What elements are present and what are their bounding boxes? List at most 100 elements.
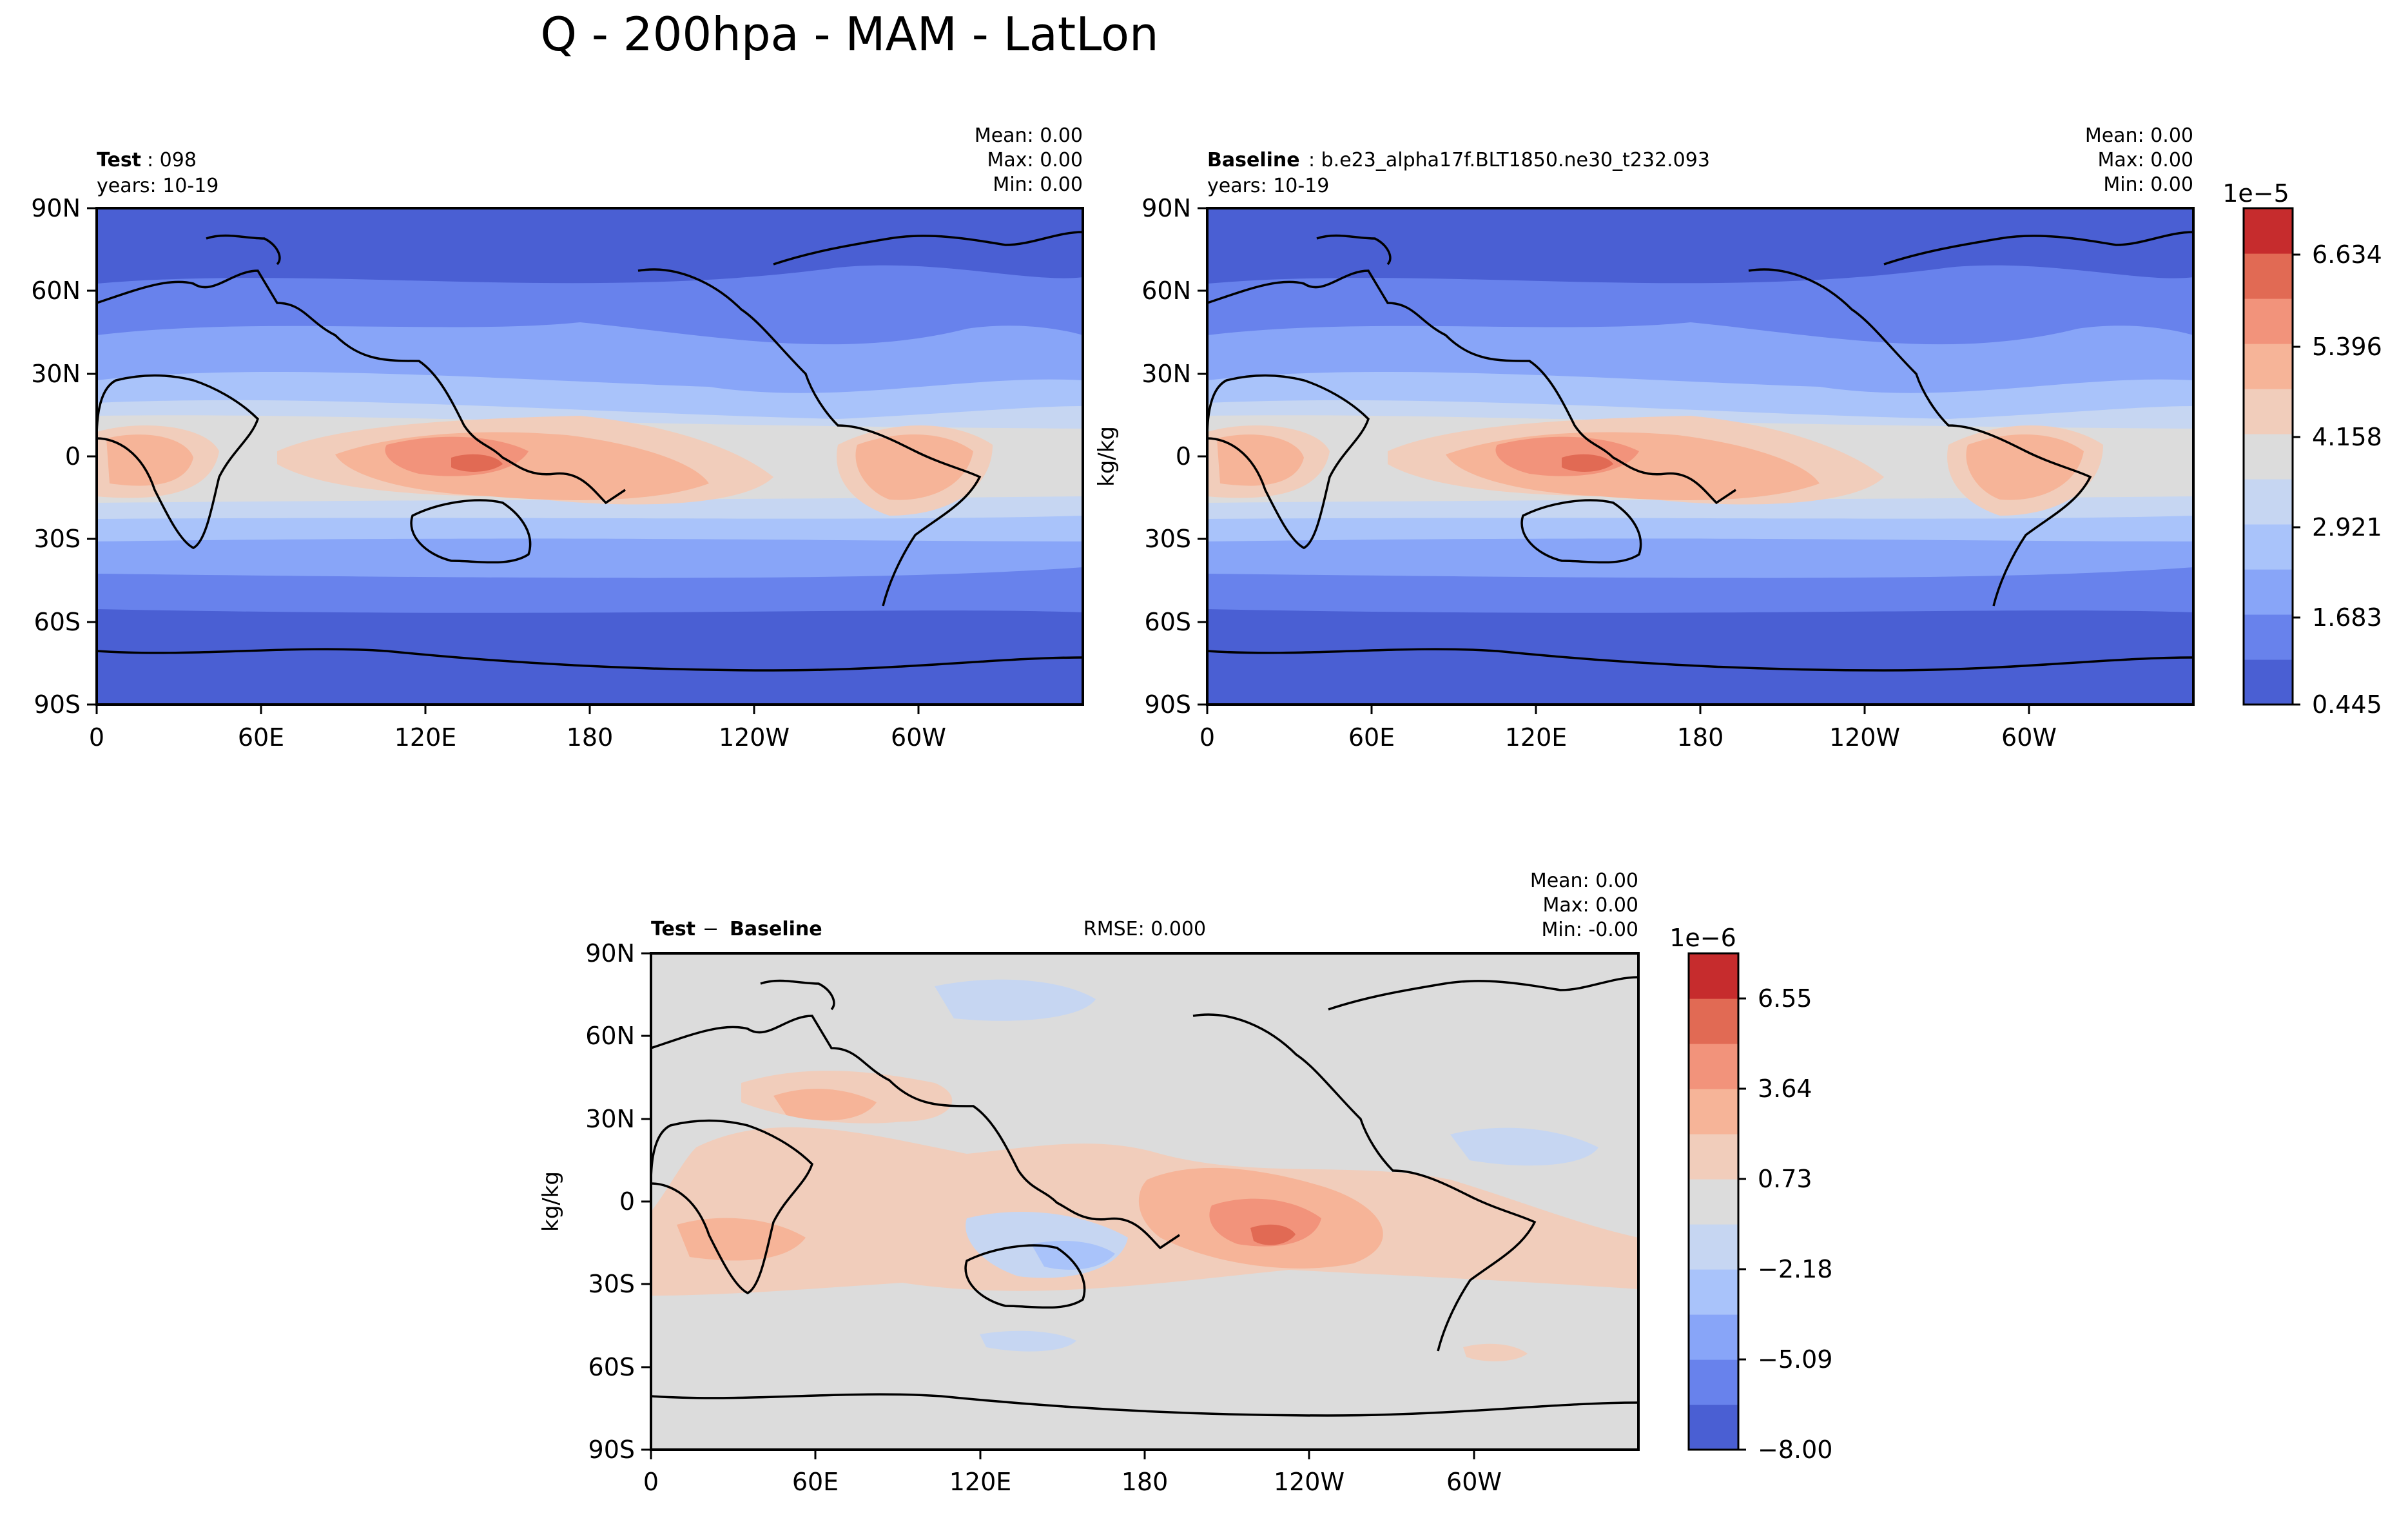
colorbar-absolute: 1e−5 0.445 1.683 2.921 4.158 5.396 6.634 — [2222, 179, 2382, 719]
diff-stat-mean: Mean: 0.00 — [1530, 870, 1638, 892]
test-xtick-0: 0 — [89, 723, 104, 752]
test-title-bold: Test — [97, 149, 141, 171]
colorbar-difference-swatch-0 — [1689, 1405, 1738, 1450]
cbarA-tick-3: 4.158 — [2312, 423, 2382, 451]
cbarC-tick-1: −5.09 — [1758, 1345, 1832, 1374]
diff-ytick-5: 60S — [588, 1353, 635, 1381]
baseline-ytick-2: 30N — [1141, 360, 1191, 388]
test-years: years: 10-19 — [97, 175, 218, 197]
test-ytick-4: 30S — [34, 525, 81, 553]
test-title-rest: : 098 — [147, 149, 197, 171]
colorbar-difference-swatches — [1689, 953, 1738, 1450]
baseline-stat-max: Max: 0.00 — [2098, 149, 2193, 171]
diff-rmse: RMSE: 0.000 — [1083, 918, 1206, 940]
colorbar-absolute-swatches — [2244, 208, 2293, 705]
test-ytick-5: 60S — [34, 608, 81, 636]
panel-difference: Test − Baseline RMSE: 0.000 Mean: 0.00 M… — [538, 870, 1640, 1496]
diff-xtick-0: 0 — [643, 1468, 659, 1496]
test-blob-8 — [451, 454, 503, 472]
baseline-xtick-5: 60W — [2001, 723, 2057, 752]
colorbar-difference-exponent: 1e−6 — [1669, 924, 1736, 952]
cbarA-tick-5: 6.634 — [2312, 240, 2382, 269]
colorbar-absolute-swatch-0 — [2244, 659, 2293, 705]
cbarA-tick-4: 5.396 — [2312, 333, 2382, 361]
baseline-xtick-4: 120W — [1829, 723, 1900, 752]
diff-xtick-1: 60E — [792, 1468, 839, 1496]
colorbar-absolute-frame — [2242, 207, 2294, 706]
colorbar-difference-swatch-5 — [1689, 1179, 1738, 1225]
diff-blob-10 — [935, 979, 1096, 1021]
diff-blob-4 — [773, 1089, 877, 1121]
cbarA-tick-0: 0.445 — [2312, 690, 2382, 719]
baseline-ylabel: kg/kg — [1094, 426, 1120, 487]
baseline-x-tick-labels: 0 60E 120E 180 120W 60W — [1199, 723, 2057, 752]
cbarA-tick-2: 2.921 — [2312, 513, 2382, 541]
colorbar-difference-swatch-3 — [1689, 1269, 1738, 1315]
panel-baseline: Baseline : b.e23_alpha17f.BLT1850.ne30_t… — [1094, 124, 2195, 752]
colorbar-absolute-swatch-2 — [2244, 569, 2293, 615]
diff-blob-9 — [1031, 1241, 1115, 1270]
baseline-contour-field — [1207, 208, 2193, 705]
test-coastlines — [97, 231, 1083, 672]
diff-blob-12 — [980, 1330, 1076, 1352]
colorbar-difference-swatch-7 — [1689, 1089, 1738, 1134]
baseline-ytick-0: 90N — [1141, 194, 1191, 222]
test-ytick-1: 60N — [31, 277, 81, 305]
test-y-tick-labels: 90N 60N 30N 0 30S 60S 90S — [31, 194, 81, 719]
baseline-xtick-1: 60E — [1348, 723, 1395, 752]
baseline-x-axis — [1206, 705, 2030, 714]
test-xtick-1: 60E — [238, 723, 284, 752]
diff-ylabel: kg/kg — [538, 1171, 564, 1232]
test-stat-mean: Mean: 0.00 — [975, 124, 1083, 147]
colorbar-difference-frame — [1687, 952, 1740, 1451]
colorbar-absolute-swatch-10 — [2244, 208, 2293, 254]
colorbar-difference-swatch-2 — [1689, 1314, 1738, 1360]
baseline-ytick-3: 0 — [1176, 442, 1191, 471]
figure-title: Q - 200hpa - MAM - LatLon — [540, 7, 1158, 61]
diff-title-bold2: Baseline — [730, 918, 822, 940]
test-xtick-4: 120W — [719, 723, 790, 752]
test-xtick-3: 180 — [567, 723, 614, 752]
cbarC-tick-5: 6.55 — [1758, 984, 1812, 1013]
diff-x-tick-labels: 0 60E 120E 180 120W 60W — [643, 1468, 1502, 1496]
colorbar-difference-swatch-8 — [1689, 1044, 1738, 1089]
colorbar-difference-swatch-4 — [1689, 1224, 1738, 1270]
diff-xtick-3: 180 — [1121, 1468, 1169, 1496]
cbarC-tick-4: 3.64 — [1758, 1075, 1812, 1103]
colorbar-absolute-swatch-4 — [2244, 479, 2293, 525]
baseline-stat-mean: Mean: 0.00 — [2085, 124, 2193, 147]
cbarA-tick-1: 1.683 — [2312, 603, 2382, 632]
cbarC-tick-0: −8.00 — [1758, 1435, 1832, 1464]
baseline-title-bold: Baseline — [1207, 149, 1300, 171]
test-xtick-5: 60W — [891, 723, 946, 752]
colorbar-absolute-swatch-5 — [2244, 434, 2293, 480]
baseline-ytick-6: 90S — [1145, 690, 1191, 719]
colorbar-difference: 1e−6 −8.00 −5.09 −2.18 0.73 3.64 6.55 — [1669, 924, 1832, 1464]
diff-ytick-3: 0 — [619, 1187, 635, 1216]
baseline-stat-min: Min: 0.00 — [2103, 173, 2193, 196]
diff-blob-7 — [1250, 1224, 1296, 1245]
test-stat-max: Max: 0.00 — [987, 149, 1083, 171]
colorbar-absolute-swatch-3 — [2244, 524, 2293, 570]
colorbar-difference-swatch-9 — [1689, 998, 1738, 1044]
baseline-blob-6 — [1966, 434, 2084, 500]
colorbar-absolute-swatch-1 — [2244, 614, 2293, 660]
baseline-ytick-4: 30S — [1145, 525, 1191, 553]
baseline-xtick-2: 120E — [1505, 723, 1568, 752]
diff-y-axis — [641, 952, 651, 1451]
diff-stat-max: Max: 0.00 — [1543, 894, 1638, 917]
diff-ytick-4: 30S — [588, 1270, 635, 1298]
diff-ytick-6: 90S — [588, 1435, 635, 1464]
baseline-y-tick-labels: 90N 60N 30N 0 30S 60S 90S — [1141, 194, 1191, 719]
baseline-years: years: 10-19 — [1207, 175, 1329, 197]
test-xtick-2: 120E — [394, 723, 457, 752]
diff-stat-min: Min: -0.00 — [1542, 919, 1639, 941]
test-blob-6 — [855, 434, 973, 500]
diff-y-tick-labels: 90N 60N 30N 0 30S 60S 90S — [585, 939, 635, 1464]
diff-xtick-5: 60W — [1446, 1468, 1502, 1496]
diff-contour-field — [651, 953, 1638, 1450]
test-ytick-6: 90S — [34, 690, 81, 719]
test-ytick-0: 90N — [31, 194, 81, 222]
panel-test: Test : 098 years: 10-19 Mean: 0.00 Max: … — [31, 124, 1084, 752]
diff-title-bold: Test — [651, 918, 695, 940]
